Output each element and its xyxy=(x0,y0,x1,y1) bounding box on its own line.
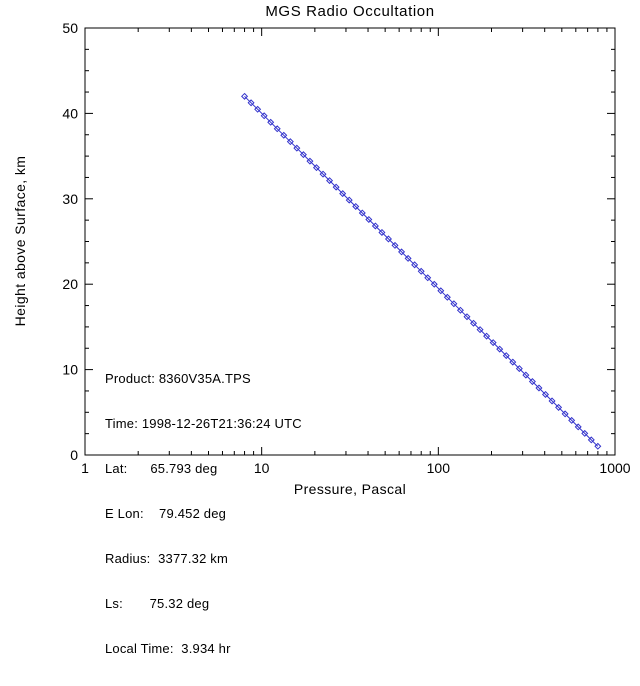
diamond-marker xyxy=(417,267,425,275)
diamond-marker xyxy=(528,378,536,386)
diamond-marker xyxy=(260,112,268,120)
diamond-marker xyxy=(306,157,314,165)
diamond-marker xyxy=(587,436,595,444)
diamond-marker xyxy=(404,254,412,262)
diamond-marker xyxy=(241,92,249,100)
chart-title: MGS Radio Occultation xyxy=(265,3,435,20)
diamond-marker xyxy=(470,319,478,327)
diamond-marker xyxy=(247,99,255,107)
diamond-marker xyxy=(561,410,569,418)
diamond-marker xyxy=(326,177,334,185)
tick-labels: 1 10 100 1000 0 10 20 30 40 50 xyxy=(62,20,630,476)
diamond-marker xyxy=(437,287,445,295)
x-tick-label: 100 xyxy=(427,460,451,476)
diamond-marker xyxy=(286,138,294,146)
x-tick-label: 1000 xyxy=(599,460,630,476)
diamond-marker xyxy=(339,190,347,198)
diamond-marker xyxy=(254,105,262,113)
data-markers xyxy=(241,92,602,450)
diamond-marker xyxy=(299,151,307,159)
x-axis-label: Pressure, Pascal xyxy=(293,481,407,497)
diamond-marker xyxy=(502,352,510,360)
diamond-marker xyxy=(535,384,543,392)
diamond-marker xyxy=(541,390,550,398)
diamond-marker xyxy=(515,365,523,373)
annotation-line-product: Product: 8360V35A.TPS xyxy=(105,371,251,386)
diamond-marker xyxy=(312,164,320,172)
y-axis-label: Height above Surface, km xyxy=(12,155,28,327)
diamond-marker xyxy=(456,306,464,314)
diamond-marker xyxy=(371,222,379,230)
y-tick-label: 50 xyxy=(62,20,78,36)
annotation-line-radius: Radius: 3377.32 km xyxy=(105,551,229,566)
y-tick-label: 20 xyxy=(62,276,78,292)
diamond-marker xyxy=(496,345,504,353)
diamond-marker xyxy=(509,358,517,366)
y-tick-label: 30 xyxy=(62,191,78,207)
x-tick-label: 1 xyxy=(81,460,89,476)
chart-container: 1 10 100 1000 0 10 20 30 40 50 MGS Radio Occultat… xyxy=(12,3,631,656)
diamond-marker xyxy=(548,397,556,405)
diamond-marker xyxy=(391,241,399,249)
annotation-line-ls: Ls: 75.32 deg xyxy=(105,596,210,611)
diamond-marker xyxy=(411,261,419,269)
diamond-marker xyxy=(280,131,288,139)
annotation-block: Product: 8360V35A.TPS Time: 1998-12-26T2… xyxy=(105,341,302,686)
data-line xyxy=(244,95,599,447)
y-tick-label: 10 xyxy=(62,362,78,378)
annotation-line-time: Time: 1998-12-26T21:36:24 UTC xyxy=(105,416,302,431)
diamond-marker xyxy=(463,313,471,321)
diamond-marker xyxy=(489,339,497,347)
diamond-marker xyxy=(378,228,386,236)
diamond-marker xyxy=(384,235,392,243)
diamond-marker xyxy=(293,144,301,152)
y-tick-label: 40 xyxy=(62,105,78,121)
diamond-marker xyxy=(568,416,576,424)
diamond-marker xyxy=(450,300,458,308)
diamond-marker xyxy=(365,215,373,223)
diamond-marker xyxy=(267,118,275,126)
diamond-marker xyxy=(430,280,438,288)
diamond-marker xyxy=(358,209,366,217)
diamond-marker xyxy=(352,202,360,210)
axis-ticks xyxy=(84,27,616,456)
y-tick-label: 0 xyxy=(70,447,78,463)
diamond-marker xyxy=(594,442,602,450)
diamond-marker xyxy=(483,332,491,340)
chart-svg: 1 10 100 1000 0 10 20 30 40 50 xyxy=(62,20,630,476)
diamond-marker xyxy=(581,429,589,437)
diamond-marker xyxy=(476,326,484,334)
diamond-marker xyxy=(398,248,406,256)
annotation-line-lat: Lat: 65.793 deg xyxy=(105,461,218,476)
diamond-marker xyxy=(345,196,353,204)
diamond-marker xyxy=(273,125,281,133)
diamond-marker xyxy=(424,274,432,282)
diamond-marker xyxy=(332,183,340,191)
diamond-marker xyxy=(319,170,327,178)
diamond-marker xyxy=(522,371,530,379)
diamond-marker xyxy=(574,423,582,431)
annotation-line-elon: E Lon: 79.452 deg xyxy=(105,506,227,521)
diamond-marker xyxy=(555,403,563,411)
annotation-line-localtime: Local Time: 3.934 hr xyxy=(105,641,231,656)
diamond-marker xyxy=(443,293,451,301)
x-tick-label: 10 xyxy=(254,460,270,476)
